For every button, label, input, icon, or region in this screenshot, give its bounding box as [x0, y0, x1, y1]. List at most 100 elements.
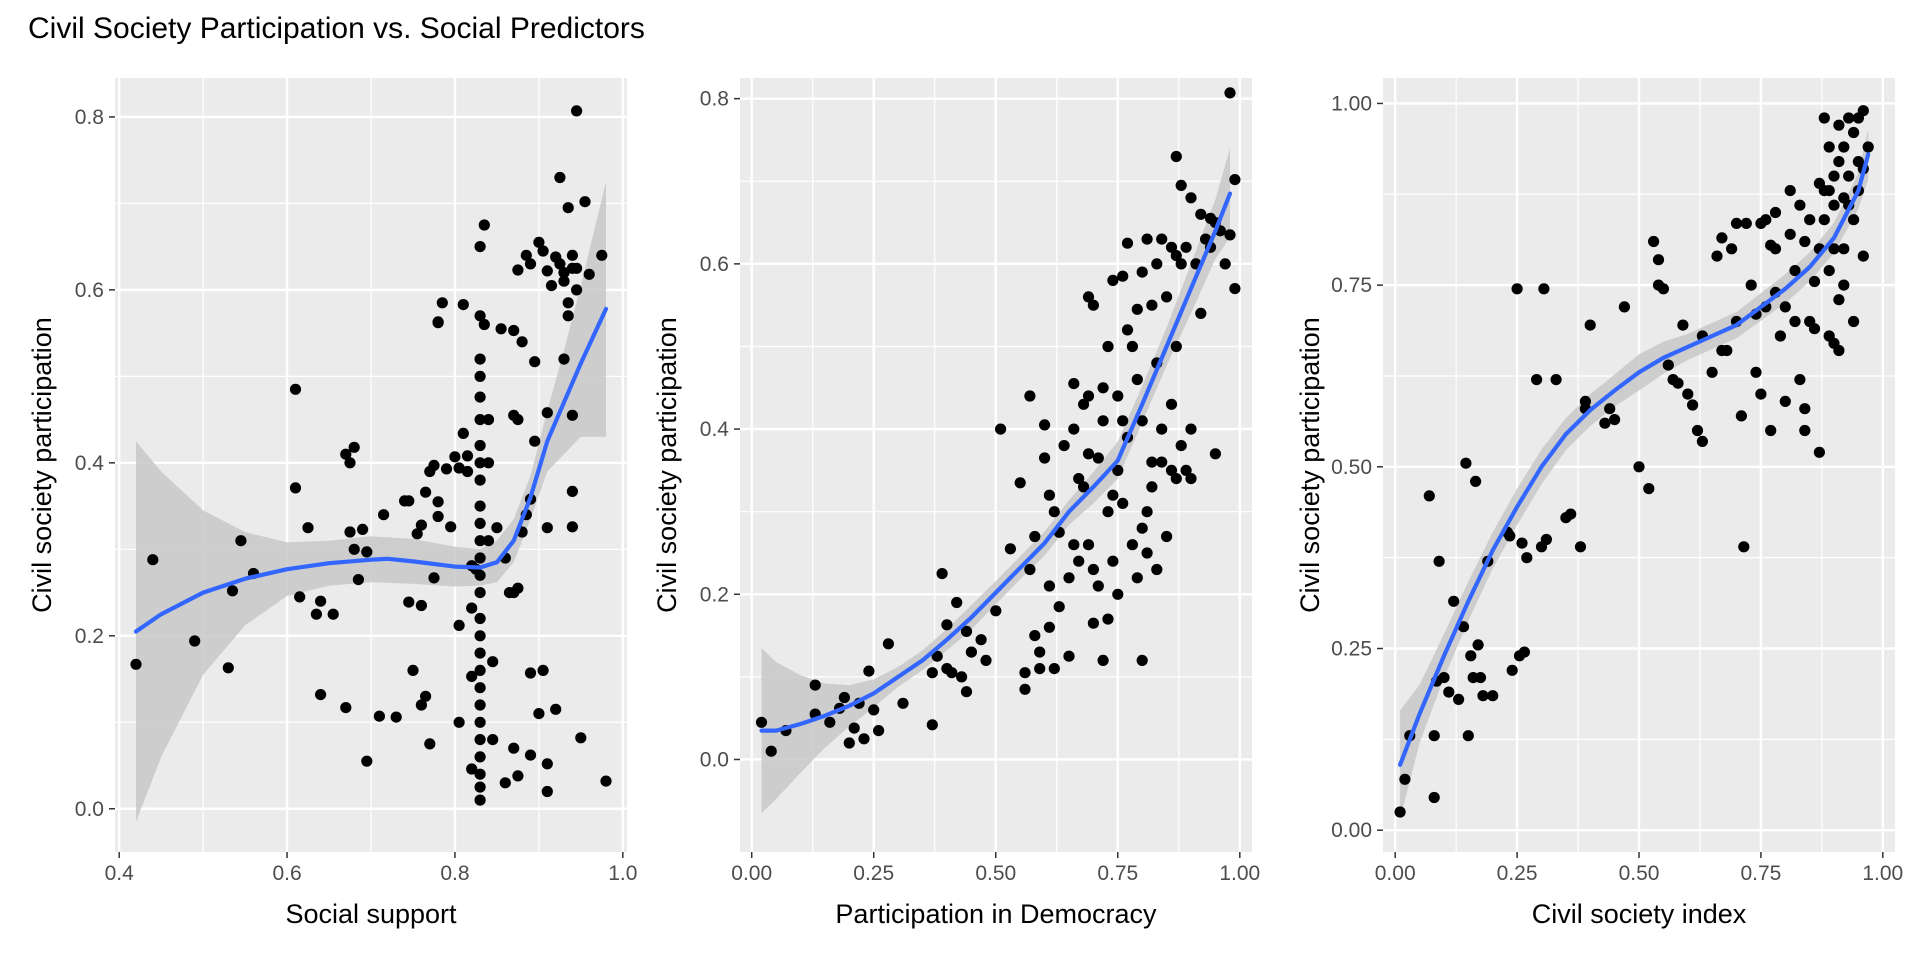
data-point	[289, 383, 302, 395]
data-point	[1048, 663, 1060, 675]
data-point	[474, 457, 486, 469]
data-point	[571, 262, 583, 274]
y-tick-label: 0.50	[1331, 456, 1372, 479]
confidence-ribbon	[1400, 128, 1869, 820]
data-point	[302, 522, 314, 534]
data-point	[1808, 275, 1821, 288]
data-point	[1833, 156, 1845, 168]
data-point	[554, 258, 566, 270]
data-point	[1170, 473, 1182, 485]
data-point	[1180, 241, 1192, 253]
data-point	[1550, 374, 1562, 386]
data-point	[1516, 537, 1528, 549]
smooth-line	[1397, 152, 1871, 767]
data-point	[566, 521, 579, 533]
x-tick-label: 0.75	[1740, 862, 1781, 885]
data-point	[1043, 489, 1055, 501]
data-point	[1672, 377, 1684, 389]
data-point	[457, 299, 469, 311]
data-point	[1506, 664, 1518, 676]
data-point	[1209, 448, 1221, 460]
x-tick-label: 0.00	[731, 862, 772, 885]
data-point	[1857, 250, 1869, 262]
y-tick-label: 0.0	[700, 748, 729, 771]
data-point	[512, 770, 524, 782]
data-point	[1789, 265, 1801, 277]
x-tick-label: 0.4	[105, 862, 135, 885]
data-point	[1219, 258, 1231, 270]
data-point	[1082, 390, 1095, 402]
y-tick-label: 1.00	[1331, 92, 1372, 115]
data-point	[541, 265, 553, 277]
data-point	[941, 619, 953, 631]
data-point	[474, 569, 486, 581]
y-tick-label: 0.0	[75, 798, 104, 821]
data-point	[1691, 424, 1704, 437]
x-tick-label: 0.25	[1497, 862, 1538, 885]
data-point	[1165, 464, 1178, 476]
data-point	[1813, 446, 1825, 458]
data-point	[571, 105, 583, 117]
data-point	[189, 635, 201, 647]
data-point	[579, 196, 591, 208]
data-point	[1794, 374, 1806, 386]
data-point	[765, 745, 777, 757]
data-point	[474, 517, 486, 530]
data-point	[1774, 330, 1786, 342]
data-point	[420, 486, 432, 498]
data-point	[1433, 555, 1445, 567]
data-point	[482, 535, 495, 547]
data-point	[926, 667, 938, 679]
data-point	[474, 241, 486, 253]
data-point	[453, 619, 465, 632]
data-point	[495, 323, 507, 335]
data-point	[466, 602, 478, 614]
data-point	[474, 353, 486, 365]
data-point	[1034, 646, 1046, 658]
data-point	[1760, 214, 1772, 226]
data-point	[1838, 279, 1850, 291]
data-point	[1399, 773, 1411, 785]
data-point	[1224, 229, 1236, 241]
data-point	[1170, 340, 1182, 353]
data-point	[449, 451, 461, 463]
data-point	[558, 353, 570, 365]
data-point	[1068, 539, 1080, 551]
data-point	[1078, 398, 1090, 410]
data-point	[445, 521, 457, 533]
data-point	[1474, 672, 1487, 684]
data-point	[1818, 214, 1830, 226]
data-point	[562, 202, 574, 214]
data-point	[1195, 208, 1207, 220]
y-tick-label: 0.4	[75, 452, 105, 475]
data-point	[1838, 243, 1850, 255]
y-axis-title: Civil society participation	[27, 317, 57, 613]
data-point	[946, 667, 958, 679]
data-point	[415, 699, 427, 711]
data-point	[1097, 382, 1109, 394]
data-point	[474, 630, 486, 642]
data-point	[1711, 250, 1723, 262]
data-point	[499, 777, 511, 789]
data-point	[512, 264, 524, 276]
data-point	[566, 249, 579, 261]
x-axis-title: Social support	[285, 899, 457, 929]
data-point	[951, 596, 963, 609]
data-point	[294, 591, 306, 603]
data-point	[474, 310, 486, 322]
data-point	[1584, 319, 1596, 331]
data-point	[403, 596, 415, 608]
data-point	[1029, 630, 1041, 642]
data-point	[1073, 555, 1085, 567]
data-point	[1161, 530, 1173, 543]
y-axis-title: Civil society participation	[1295, 317, 1325, 613]
data-point	[1706, 366, 1718, 378]
data-point	[990, 605, 1002, 617]
data-point	[1828, 243, 1840, 255]
data-point	[1848, 126, 1860, 139]
data-point	[432, 496, 444, 508]
data-point	[1779, 395, 1791, 407]
data-point	[1131, 572, 1143, 584]
data-point	[512, 582, 524, 594]
data-point	[1799, 424, 1811, 437]
